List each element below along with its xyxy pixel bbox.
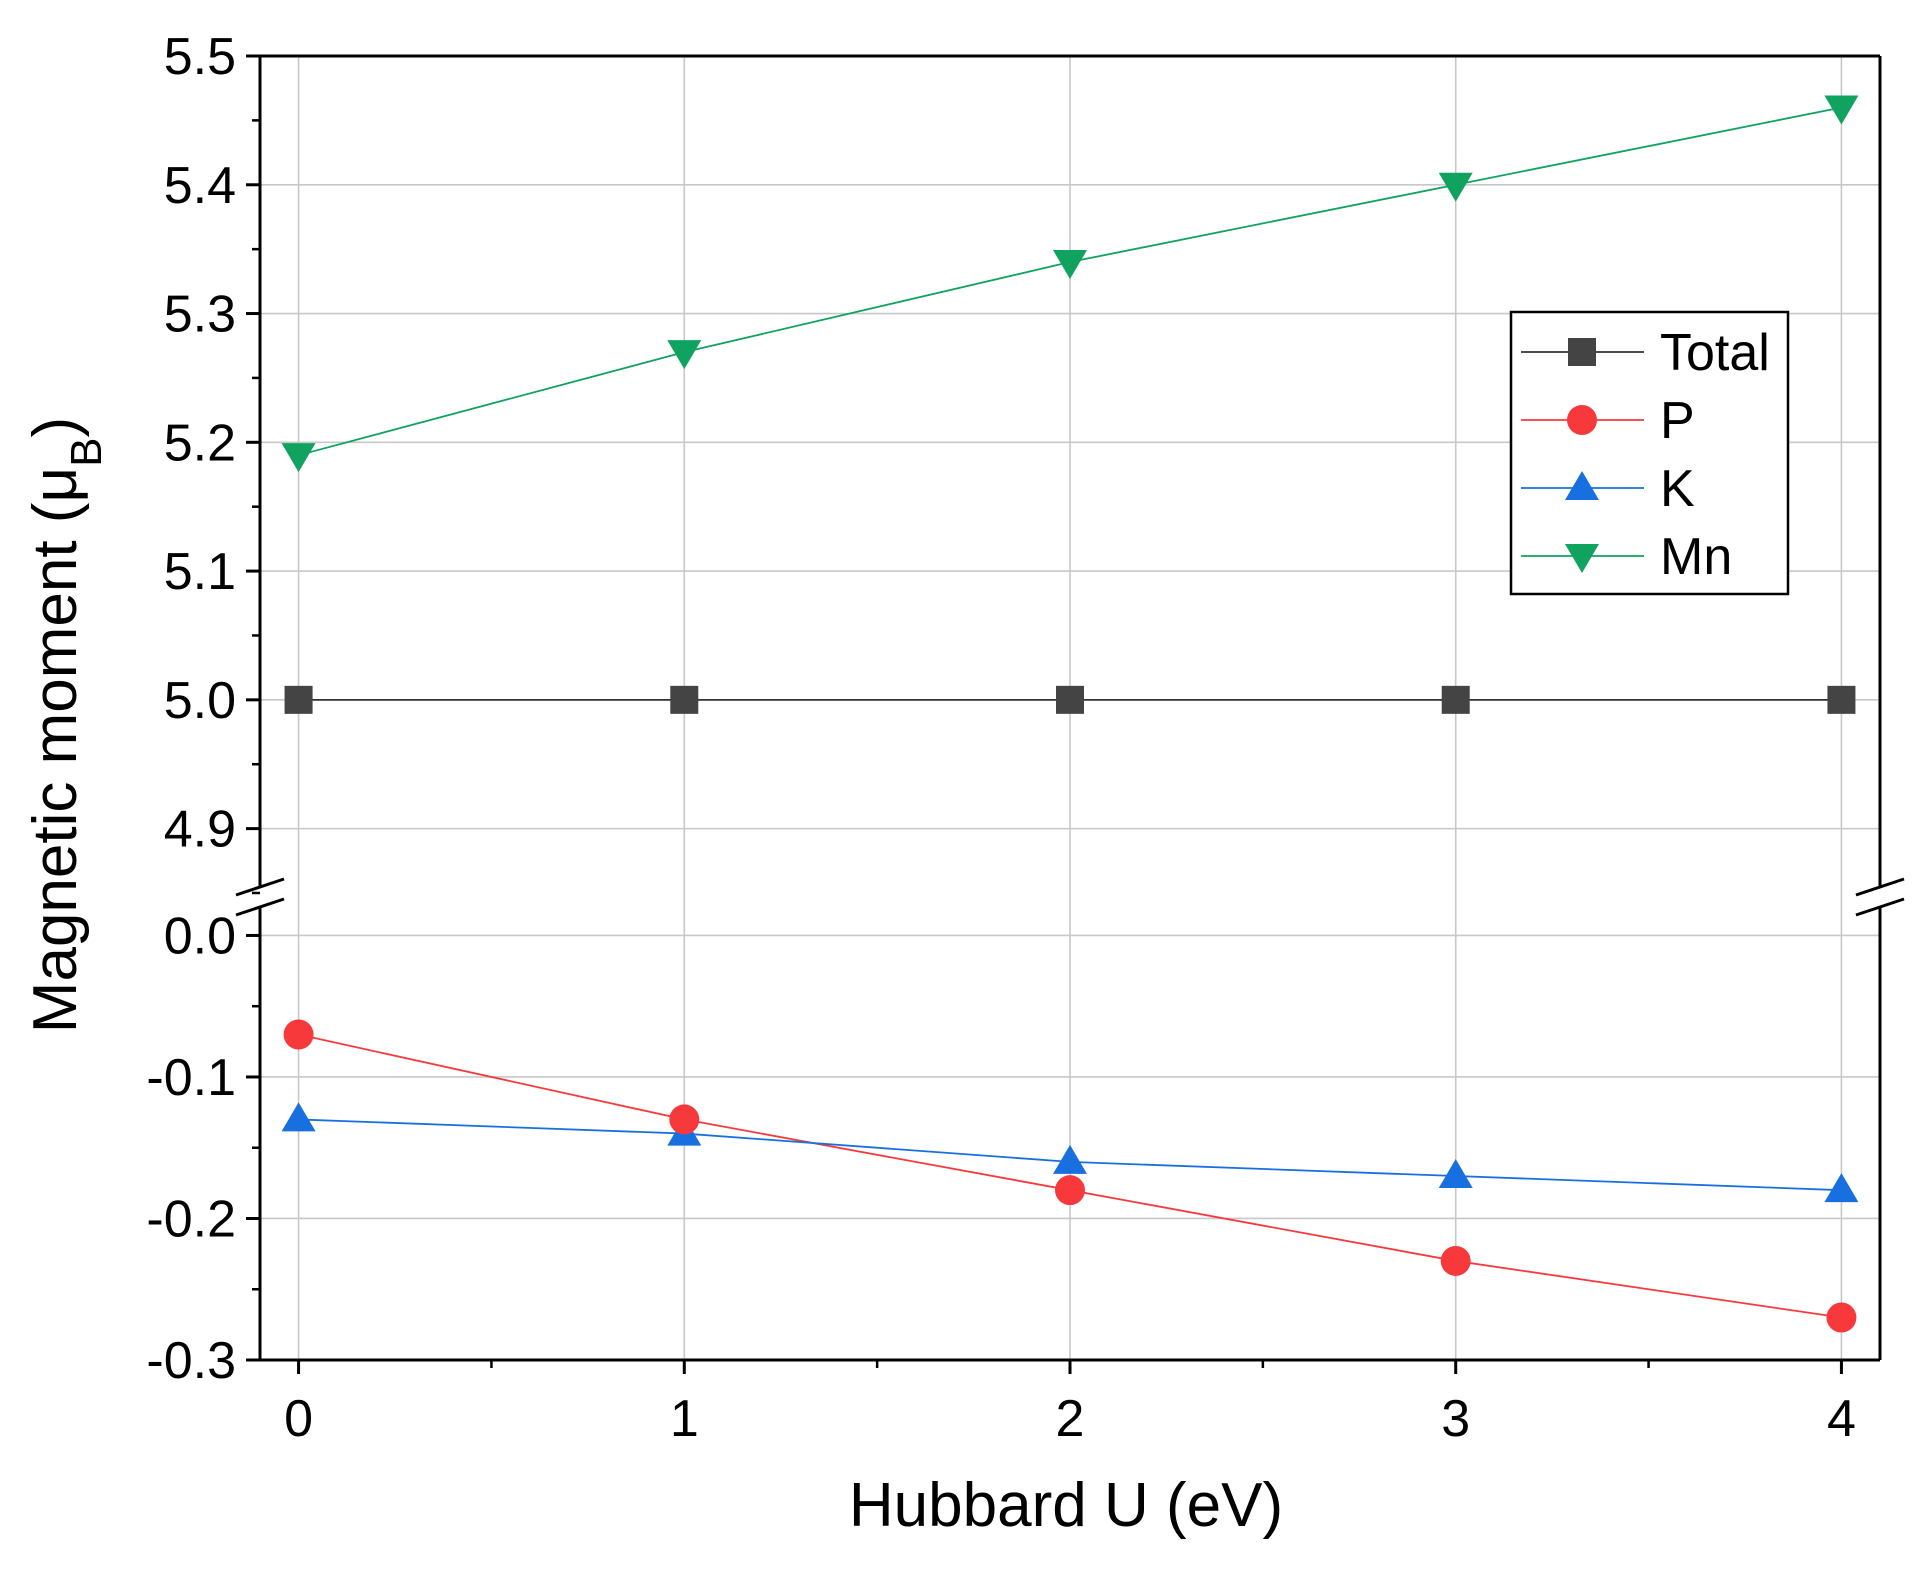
axis-break-mark-right-1 bbox=[1855, 877, 1905, 897]
series-point-p-3 bbox=[1440, 1245, 1471, 1276]
series-point-total-0 bbox=[284, 685, 313, 714]
upper-y-tick-label-2: 5.1 bbox=[164, 543, 236, 601]
axis-break-gap-left bbox=[234, 888, 286, 906]
x-tick-label-2: 2 bbox=[1056, 1390, 1085, 1448]
series-point-k-2 bbox=[1053, 1144, 1087, 1174]
series-point-k-0 bbox=[281, 1102, 316, 1132]
legend-label-k: K bbox=[1660, 460, 1695, 518]
series-point-mn-4 bbox=[1824, 95, 1859, 125]
upper-y-tick-label-5: 5.4 bbox=[164, 157, 236, 215]
series-point-mn-1 bbox=[667, 340, 702, 370]
series-point-p-1 bbox=[669, 1104, 700, 1135]
y-axis-title: Magnetic moment (μB) bbox=[21, 417, 111, 1033]
series-point-p-2 bbox=[1055, 1175, 1085, 1206]
upper-y-tick-label-3: 5.2 bbox=[164, 414, 236, 472]
legend-marker-p bbox=[1567, 405, 1597, 435]
x-tick-label-4: 4 bbox=[1827, 1390, 1856, 1448]
legend-marker-k bbox=[1565, 471, 1599, 500]
legend: Total PK Mn bbox=[1509, 310, 1790, 596]
upper-y-tick-label-0: 4.9 bbox=[164, 801, 236, 859]
series-point-mn-3 bbox=[1438, 172, 1473, 202]
y-axis-title-main: Magnetic moment (μ bbox=[21, 467, 90, 1033]
legend-marker-mn bbox=[1565, 544, 1599, 573]
x-tick-label-3: 3 bbox=[1441, 1390, 1470, 1448]
axis-break-mark-left-1 bbox=[235, 877, 285, 897]
x-axis-title: Hubbard U (eV) bbox=[849, 1471, 1283, 1540]
lower-y-tick-label-3: 0.0 bbox=[164, 907, 236, 965]
series-point-total-2 bbox=[1056, 685, 1084, 714]
legend-label-mn: Mn bbox=[1660, 528, 1732, 586]
axis-ticks: 4.9 5.0 5.1 5.2 5.3 5.4 5.5 -0.3 -0.2 -0.1 0.0 0 1 2 3… bbox=[146, 28, 1855, 1448]
legend-label-p: P bbox=[1660, 392, 1695, 450]
lower-y-tick-label-2: -0.1 bbox=[146, 1049, 236, 1107]
legend-label-total: Total bbox=[1660, 324, 1770, 382]
series-point-p-4 bbox=[1826, 1302, 1857, 1333]
series-point-total-3 bbox=[1441, 685, 1470, 714]
upper-y-tick-label-6: 5.5 bbox=[164, 28, 236, 86]
axis-break-gap-right bbox=[1854, 888, 1906, 906]
x-tick-label-1: 1 bbox=[670, 1390, 699, 1448]
y-axis-title-sub: B bbox=[62, 437, 111, 466]
y-axis-title-close: ) bbox=[21, 417, 90, 438]
series-layer bbox=[281, 95, 1859, 1333]
lower-y-tick-label-1: -0.2 bbox=[146, 1190, 236, 1248]
upper-y-tick-label-1: 5.0 bbox=[164, 672, 236, 730]
lower-y-tick-label-0: -0.3 bbox=[146, 1332, 236, 1390]
series-point-total-4 bbox=[1827, 685, 1856, 714]
series-point-mn-2 bbox=[1053, 250, 1087, 280]
series-point-k-4 bbox=[1824, 1173, 1859, 1203]
series-point-p-0 bbox=[283, 1019, 314, 1050]
series-point-total-1 bbox=[670, 685, 699, 714]
series-point-mn-0 bbox=[281, 443, 316, 473]
legend-marker-total bbox=[1568, 338, 1596, 366]
legend-box bbox=[1509, 310, 1790, 596]
axis-break-mark-right-2 bbox=[1855, 897, 1905, 917]
series-point-k-3 bbox=[1438, 1159, 1473, 1189]
upper-y-tick-label-4: 5.3 bbox=[164, 286, 236, 344]
x-tick-label-0: 0 bbox=[284, 1390, 313, 1448]
axis-break-mark-left-2 bbox=[235, 897, 285, 917]
